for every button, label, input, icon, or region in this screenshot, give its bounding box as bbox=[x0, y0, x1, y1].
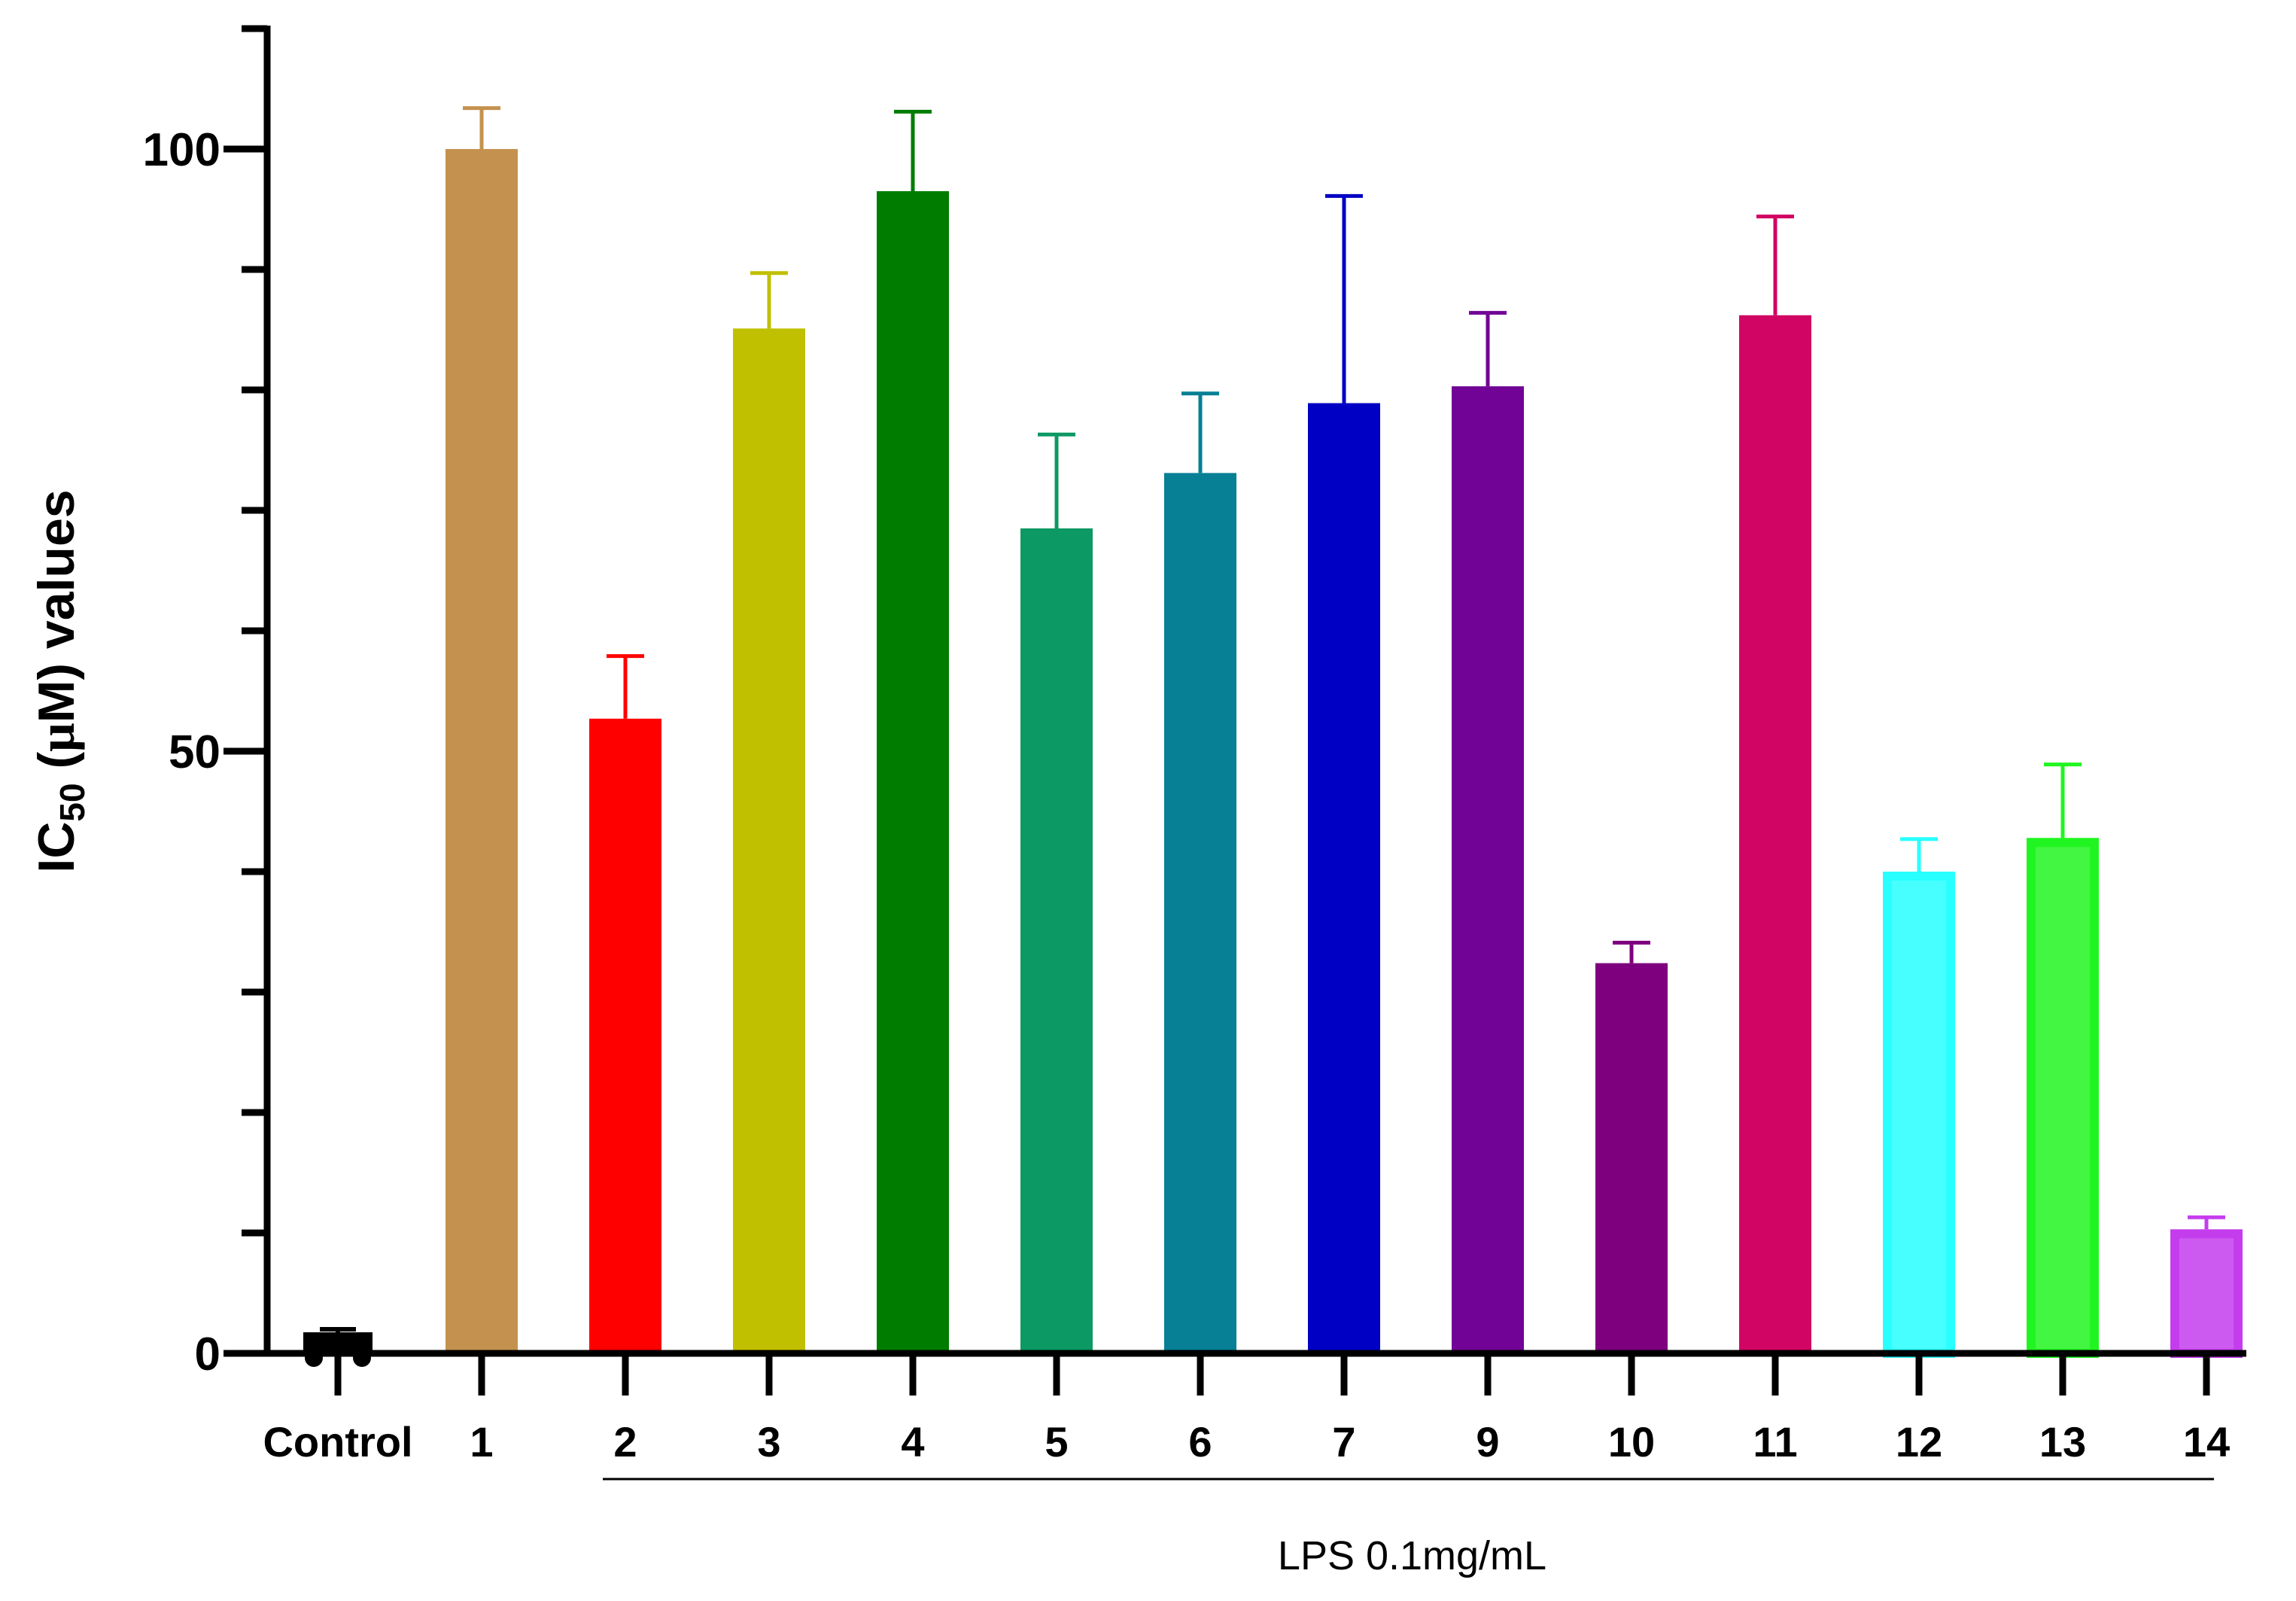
x-tick-label: 3 bbox=[757, 1418, 780, 1466]
bars bbox=[303, 106, 2243, 1367]
y-tick-label: 50 bbox=[169, 726, 220, 778]
bar-11 bbox=[1739, 315, 1811, 1353]
x-tick-label: 6 bbox=[1188, 1418, 1212, 1466]
x-axis: Control 1 2 3 4 5 6 7 9 10 11 12 13 14 bbox=[263, 1350, 2246, 1466]
bar-7 bbox=[1308, 403, 1380, 1353]
y-tick-label: 100 bbox=[143, 124, 220, 176]
x-tick-label: 10 bbox=[1608, 1418, 1655, 1466]
x-tick-label: 1 bbox=[470, 1418, 493, 1466]
x-tick-label: 11 bbox=[1753, 1418, 1797, 1466]
x-tick-label: 14 bbox=[2183, 1418, 2230, 1466]
x-tick-label: 2 bbox=[613, 1418, 637, 1466]
bar-13 bbox=[2027, 838, 2099, 1358]
y-axis: 0 50 100 bbox=[143, 25, 271, 1380]
bar-14 bbox=[2170, 1229, 2243, 1358]
x-tick-label: 9 bbox=[1476, 1418, 1499, 1466]
x-tick-label: 13 bbox=[2039, 1418, 2086, 1466]
bar-10 bbox=[1595, 963, 1668, 1353]
bar-9 bbox=[1452, 386, 1524, 1354]
group-annotation-label: LPS 0.1mg/mL bbox=[1278, 1533, 1546, 1578]
x-tick-label: Control bbox=[263, 1418, 412, 1466]
x-tick-label: 4 bbox=[901, 1418, 924, 1466]
bar-12 bbox=[1883, 872, 1955, 1358]
bar-3 bbox=[733, 328, 805, 1353]
x-tick-label: 12 bbox=[1896, 1418, 1942, 1466]
bar-4 bbox=[877, 191, 949, 1353]
x-tick-label: 5 bbox=[1045, 1418, 1068, 1466]
y-tick-label: 0 bbox=[195, 1329, 220, 1380]
bar-6 bbox=[1164, 473, 1236, 1353]
x-tick-label: 7 bbox=[1332, 1418, 1355, 1466]
y-axis-title: IC50 (μM) values bbox=[28, 489, 92, 872]
bar-5 bbox=[1020, 528, 1093, 1353]
bar-2 bbox=[589, 718, 661, 1353]
bar-1 bbox=[446, 149, 518, 1353]
